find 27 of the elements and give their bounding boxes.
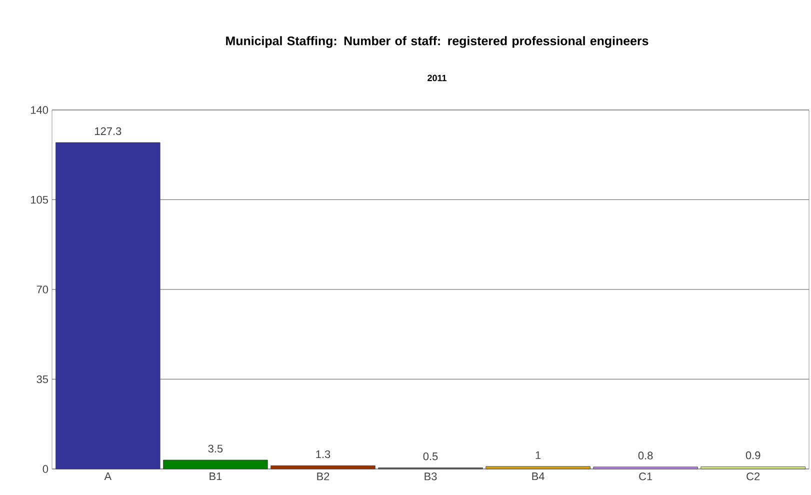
y-tick-label: 140 xyxy=(31,106,48,114)
y-tick-label: 70 xyxy=(36,286,48,294)
bar xyxy=(593,466,698,470)
y-tick-label: 0 xyxy=(42,465,48,473)
y-tick-label: 105 xyxy=(31,196,48,204)
x-tick-label: B1 xyxy=(210,472,222,480)
x-tick-label: C1 xyxy=(639,472,652,480)
chart-subtitle: 2011 xyxy=(428,74,446,82)
x-tick-label: B2 xyxy=(317,472,330,480)
bar xyxy=(270,465,376,470)
bar xyxy=(486,466,590,470)
data-label: 1.3 xyxy=(316,450,330,458)
bar xyxy=(700,466,806,470)
data-label: 0.8 xyxy=(638,452,653,460)
bar xyxy=(56,142,160,470)
data-label: 3.5 xyxy=(208,444,223,453)
data-label: 1 xyxy=(536,451,541,459)
x-tick-label: B3 xyxy=(424,472,437,480)
chart-title: Municipal Staffing: Number of staff: registered professional engineers xyxy=(226,36,648,48)
x-tick-label: A xyxy=(104,472,112,480)
x-tick-label: C2 xyxy=(746,472,760,480)
x-tick-label: B4 xyxy=(532,472,544,480)
data-label: 0.9 xyxy=(746,451,760,460)
data-label: 127.3 xyxy=(95,127,122,136)
y-tick-label: 35 xyxy=(36,375,48,384)
bar xyxy=(163,460,268,470)
data-label: 0.5 xyxy=(423,452,438,460)
